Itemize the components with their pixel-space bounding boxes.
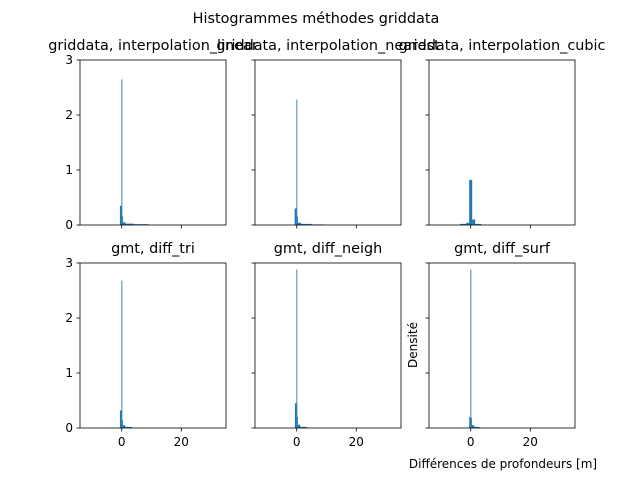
y-tick-label: 0: [65, 218, 73, 232]
panel-title: griddata, interpolation_linear: [48, 38, 258, 54]
panel-4: gmt, diff_tri 0 20 0 1 2 3: [65, 241, 227, 449]
y-axis-label: Densité: [406, 322, 420, 368]
axes-frame: [79, 59, 227, 226]
histogram-bar: [296, 269, 298, 428]
histogram-bar: [470, 269, 472, 428]
histogram-bar: [122, 222, 126, 225]
histogram-bar: [471, 418, 472, 428]
histogram-bar: [125, 223, 134, 226]
histogram-bar: [460, 223, 467, 225]
histogram-bar: [297, 424, 301, 428]
histogram-bar: [301, 223, 312, 225]
histogram-bar: [125, 426, 133, 428]
panel-6: gmt, diff_surf 0 20: [425, 241, 576, 449]
histogram-bar: [300, 426, 308, 428]
panel-1: griddata, interpolation_linear 0 1 2 3: [48, 38, 258, 232]
axes-frame: [254, 262, 402, 429]
panel-2: griddata, interpolation_nearest: [216, 38, 440, 229]
histogram-bar: [296, 99, 298, 225]
y-tick-label: 0: [65, 421, 73, 435]
histogram-bar: [119, 205, 122, 225]
histogram-bar: [466, 222, 470, 225]
y-tick-label: 3: [65, 256, 73, 270]
histogram-bar: [122, 420, 123, 428]
panel-title: griddata, interpolation_nearest: [216, 38, 440, 54]
x-tick-label: 20: [174, 435, 189, 449]
histogram-bar: [122, 425, 126, 428]
y-tick-label: 1: [65, 163, 73, 177]
panel-title: gmt, diff_tri: [111, 241, 195, 257]
histogram-bar: [133, 224, 149, 225]
histogram-bar: [122, 216, 123, 225]
histogram-bar: [474, 426, 480, 428]
histogram-bar: [119, 410, 122, 428]
x-axis-label: Différences de profondeurs [m]: [409, 457, 597, 471]
histogram-bar: [472, 219, 476, 225]
x-tick-label: 20: [523, 435, 538, 449]
y-tick-label: 1: [65, 366, 73, 380]
histogram-bar: [297, 417, 298, 428]
histogram-bar: [297, 216, 298, 225]
axes-frame: [428, 59, 576, 226]
panels-group: griddata, interpolation_linear0123gridda…: [48, 38, 605, 449]
axes-frame: [79, 262, 227, 429]
histogram-bar: [294, 208, 297, 225]
x-tick-label: 0: [118, 435, 126, 449]
histogram-bar: [469, 417, 471, 428]
panel-5: gmt, diff_neigh 0 20: [251, 241, 402, 449]
histogram-bar: [297, 222, 302, 225]
histogram-bar: [475, 223, 482, 225]
histogram-bar: [121, 79, 123, 225]
axes-frame: [428, 262, 576, 429]
histogram-bar: [121, 280, 123, 428]
y-tick-label: 3: [65, 53, 73, 67]
y-tick-label: 2: [65, 108, 73, 122]
figure-title: Histogrammes méthodes griddata: [193, 11, 440, 27]
panel-title: griddata, interpolation_cubic: [399, 38, 606, 54]
x-tick-label: 0: [293, 435, 301, 449]
histogram-bar: [471, 425, 475, 428]
panel-3: griddata, interpolation_cubic: [399, 38, 606, 229]
axes-frame: [254, 59, 402, 226]
histogram-bar: [469, 179, 473, 225]
y-tick-label: 2: [65, 311, 73, 325]
panel-title: gmt, diff_surf: [454, 241, 551, 257]
panel-title: gmt, diff_neigh: [274, 241, 382, 257]
x-tick-label: 0: [467, 435, 475, 449]
histogram-bar: [294, 403, 297, 428]
x-tick-label: 20: [349, 435, 364, 449]
